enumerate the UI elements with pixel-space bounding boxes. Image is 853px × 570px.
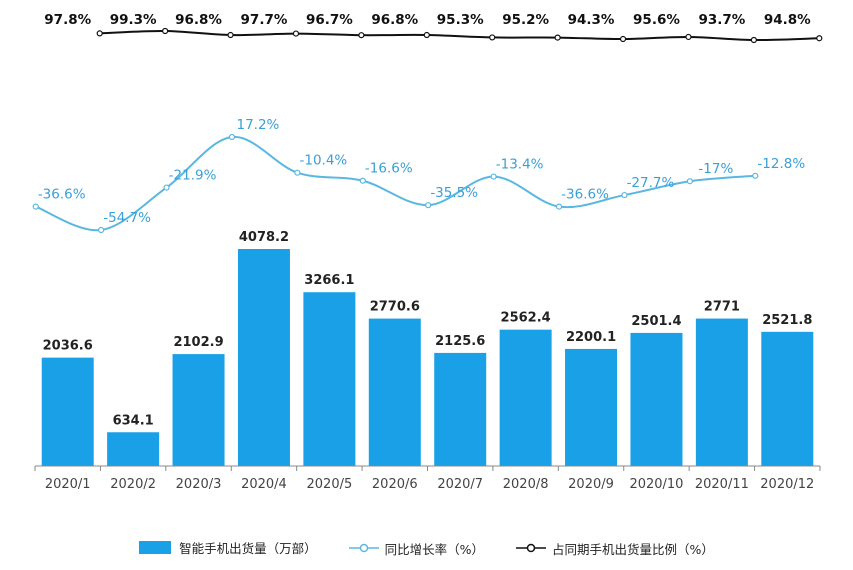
share-value-label: 96.7% (306, 12, 353, 28)
bar[interactable] (499, 329, 552, 466)
x-tick-label: 2020/11 (695, 477, 749, 492)
share-point[interactable] (619, 35, 627, 43)
bar[interactable] (368, 318, 421, 466)
share-value-label: 95.2% (502, 12, 549, 28)
growth-value-label: -17% (698, 161, 733, 177)
legend-swatch-share-icon (515, 543, 546, 553)
growth-point[interactable] (621, 191, 628, 199)
x-tick-label: 2020/9 (568, 477, 614, 492)
bar-value-label: 2125.6 (435, 334, 485, 349)
share-point[interactable] (816, 35, 823, 42)
growth-point[interactable] (425, 202, 432, 209)
growth-value-label: -10.4% (299, 153, 347, 169)
share-value-label: 96.8% (371, 12, 418, 28)
legend: 智能手机出货量（万部） 同比增长率（%） 占同期手机出货量比例（%） (0, 538, 853, 558)
bar-value-label: 2200.1 (566, 330, 616, 345)
bar[interactable] (303, 292, 356, 466)
bar[interactable] (172, 354, 225, 466)
x-tick-label: 2020/2 (110, 477, 156, 492)
x-tick-label: 2020/10 (629, 477, 683, 492)
share-point[interactable] (423, 31, 430, 39)
share-line (99, 29, 820, 42)
share-point[interactable] (292, 30, 300, 37)
share-point[interactable] (554, 34, 561, 41)
share-value-label: 97.7% (241, 12, 288, 28)
share-point[interactable] (750, 36, 757, 44)
bar-value-label: 2771 (704, 300, 740, 315)
chart: 97.8% 99.3% 96.8% 97.7% 96.7% 96.8% 95.3% 95.2%… (32, 12, 823, 492)
x-tick-label: 2020/5 (307, 477, 353, 492)
growth-point[interactable] (294, 169, 301, 176)
share-value-label: 93.7% (698, 12, 745, 28)
legend-item-growth[interactable]: 同比增长率（%） (348, 539, 484, 558)
share-point[interactable] (162, 27, 169, 35)
growth-point[interactable] (359, 177, 366, 184)
bar-value-label: 3266.1 (304, 273, 354, 288)
growth-value-label: -36.6% (38, 187, 86, 203)
growth-value-label: -54.7% (103, 210, 151, 226)
bar-value-label: 4078.2 (239, 230, 289, 245)
x-tick-label: 2020/8 (503, 477, 549, 492)
growth-value-label: 17.2% (237, 117, 280, 133)
legend-label-share: 占同期手机出货量比例（%） (551, 541, 714, 557)
share-point[interactable] (227, 31, 234, 39)
x-tick-label: 2020/6 (372, 477, 418, 492)
bar[interactable] (761, 331, 814, 466)
share-point[interactable] (685, 33, 692, 41)
growth-point[interactable] (490, 173, 497, 180)
bar-value-label: 2501.4 (631, 314, 681, 329)
bar-value-label: 2562.4 (501, 311, 551, 326)
share-value-label: 94.8% (764, 12, 811, 28)
bar-value-label: 2770.6 (370, 300, 420, 315)
growth-value-label: -13.4% (496, 157, 544, 173)
bar[interactable] (695, 318, 748, 466)
growth-value-label: -35.5% (430, 185, 478, 201)
x-tick-label: 2020/4 (241, 477, 287, 492)
x-tick-label: 2020/3 (176, 477, 222, 492)
growth-point[interactable] (163, 184, 170, 191)
share-value-label: 95.6% (633, 12, 680, 28)
growth-value-label: -21.9% (169, 168, 217, 184)
bar-value-label: 2102.9 (173, 335, 223, 350)
growth-value-label: -16.6% (365, 161, 413, 177)
legend-item-share[interactable]: 占同期手机出货量比例（%） (515, 539, 714, 558)
growth-point[interactable] (32, 203, 39, 210)
legend-swatch-growth-icon (348, 543, 379, 553)
growth-value-label: -27.7% (627, 175, 675, 191)
bar[interactable] (237, 249, 290, 466)
growth-value-label: -36.6% (561, 187, 609, 203)
bar-value-label: 634.1 (113, 413, 154, 428)
bar[interactable] (630, 332, 683, 466)
growth-point[interactable] (752, 172, 759, 179)
x-tick-label: 2020/12 (760, 477, 814, 492)
legend-label-shipments: 智能手机出货量（万部） (179, 541, 317, 556)
legend-swatch-bar (139, 541, 172, 554)
legend-label-growth: 同比增长率（%） (384, 541, 484, 557)
share-value-label: 95.3% (437, 12, 484, 28)
growth-point[interactable] (555, 203, 563, 210)
x-tick-label: 2020/1 (45, 477, 91, 492)
share-value-label: 96.8% (175, 12, 222, 28)
bar-value-label: 2036.6 (43, 339, 93, 354)
bar[interactable] (41, 357, 94, 466)
bar-value-label: 2521.8 (762, 313, 812, 328)
bar[interactable] (107, 432, 160, 466)
x-tick-label: 2020/7 (437, 477, 483, 492)
bar[interactable] (565, 348, 618, 466)
legend-item-shipments[interactable]: 智能手机出货量（万部） (139, 538, 317, 557)
growth-value-label: -12.8% (757, 156, 805, 172)
share-point[interactable] (489, 34, 496, 41)
bar[interactable] (434, 352, 487, 466)
share-point[interactable] (358, 32, 365, 39)
growth-point[interactable] (98, 226, 105, 234)
share-point[interactable] (96, 30, 103, 37)
share-value-label: 99.3% (110, 12, 157, 28)
growth-point[interactable] (228, 133, 236, 141)
share-value-label: 94.3% (568, 12, 615, 28)
growth-point[interactable] (686, 178, 693, 185)
share-value-label: 97.8% (44, 12, 91, 28)
